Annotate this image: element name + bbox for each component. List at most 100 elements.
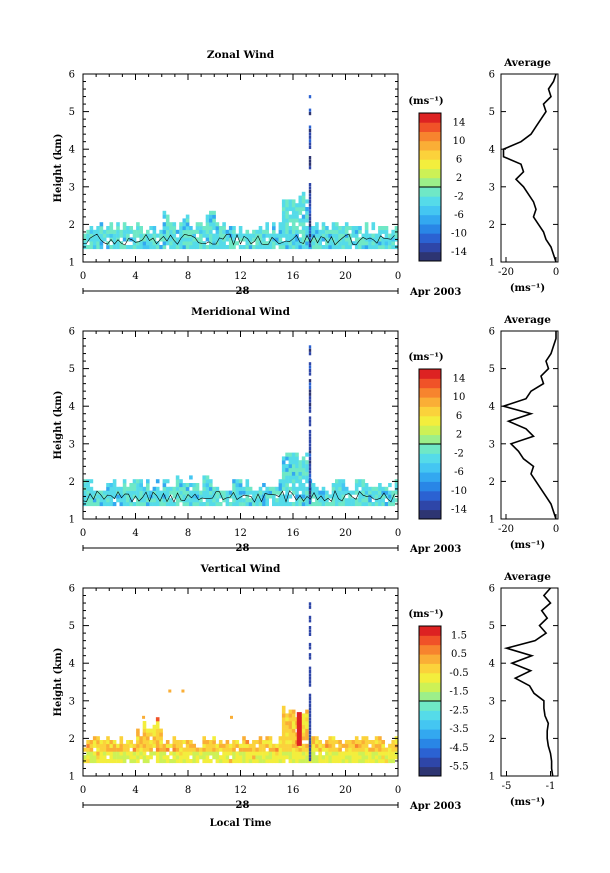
heatmap-cell bbox=[338, 229, 342, 234]
heatmap-cell bbox=[218, 241, 223, 246]
spike-cell bbox=[308, 193, 312, 197]
heatmap-cell bbox=[89, 747, 94, 752]
x-tick-label: 0 bbox=[395, 271, 401, 282]
heatmap-cell bbox=[331, 490, 336, 495]
heatmap-cell bbox=[288, 475, 293, 480]
zero-contour bbox=[82, 489, 395, 503]
heatmap-cell bbox=[275, 502, 279, 507]
heatmap-cell bbox=[182, 226, 187, 231]
heatmap-cell bbox=[321, 755, 326, 760]
heatmap-cell bbox=[205, 743, 210, 748]
heatmap-cell bbox=[371, 486, 376, 491]
heatmap-cell bbox=[374, 245, 379, 250]
heatmap-cell bbox=[325, 233, 329, 238]
spike-cell bbox=[308, 703, 312, 707]
heatmap-cell bbox=[99, 241, 104, 246]
x-tick-label: 0 bbox=[80, 271, 86, 282]
heatmap-cell bbox=[162, 483, 167, 488]
heatmap-cell bbox=[106, 751, 110, 756]
heatmap-cell bbox=[318, 237, 322, 242]
heatmap-cell bbox=[242, 755, 246, 760]
heatmap-cell bbox=[278, 226, 283, 231]
heatmap-cell bbox=[301, 724, 306, 729]
heatmap-cell bbox=[388, 237, 392, 242]
heatmap-cell bbox=[301, 229, 306, 234]
heatmap-cell bbox=[112, 502, 117, 507]
heatmap-cell bbox=[288, 226, 293, 231]
heatmap-cell bbox=[315, 759, 319, 764]
heatmap-cell bbox=[192, 241, 196, 246]
heatmap-cell bbox=[142, 486, 147, 491]
colorbar-swatch bbox=[419, 500, 441, 511]
heatmap-cell bbox=[278, 755, 283, 760]
heatmap-cell bbox=[132, 486, 137, 491]
heatmap-cell bbox=[225, 759, 230, 764]
heatmap-cell bbox=[305, 732, 309, 737]
heatmap-cell bbox=[162, 502, 167, 507]
heatmap-cell bbox=[122, 233, 127, 238]
colorbar-tick-label: -10 bbox=[451, 486, 467, 497]
heatmap-cell bbox=[291, 467, 296, 472]
heatmap-cell bbox=[96, 237, 100, 242]
heatmap-cell bbox=[272, 245, 276, 250]
heatmap-cell bbox=[146, 755, 150, 760]
heatmap-cell bbox=[348, 241, 352, 246]
heatmap-cell bbox=[371, 233, 376, 238]
heatmap-cell bbox=[89, 229, 94, 234]
spike-cell bbox=[308, 730, 312, 735]
heatmap-cell bbox=[298, 241, 303, 246]
heatmap-cell bbox=[235, 479, 240, 484]
heatmap-cell bbox=[248, 490, 253, 495]
heatmap-cell bbox=[258, 743, 263, 748]
heatmap-cell bbox=[311, 743, 316, 748]
heatmap-cell bbox=[328, 755, 332, 760]
spike-cell bbox=[308, 707, 312, 711]
heatmap-cell bbox=[351, 226, 356, 231]
average-frame bbox=[500, 330, 559, 520]
heatmap-cell bbox=[132, 479, 137, 484]
heatmap-cell bbox=[328, 747, 332, 752]
spike-cell bbox=[308, 501, 312, 505]
heatmap-cell bbox=[126, 494, 130, 499]
heatmap-cell bbox=[335, 226, 339, 231]
heatmap-cell bbox=[325, 502, 329, 507]
heatmap-cell bbox=[315, 743, 319, 748]
heatmap-cell bbox=[341, 241, 346, 246]
colorbar-tick-label: 6 bbox=[456, 411, 462, 422]
heatmap-cell bbox=[139, 755, 143, 760]
spike-cell bbox=[308, 348, 312, 352]
heatmap-cell bbox=[354, 736, 359, 741]
average-x-tick-label: -20 bbox=[498, 267, 514, 278]
heatmap-cell bbox=[265, 245, 269, 250]
heatmap-cell bbox=[222, 751, 226, 756]
heatmap-cell bbox=[162, 759, 167, 764]
heatmap-cell bbox=[109, 494, 114, 499]
heatmap-cell bbox=[338, 490, 342, 495]
heatmap-cell bbox=[199, 498, 203, 503]
heatmap-cell bbox=[225, 245, 230, 250]
heatmap-cell bbox=[185, 740, 190, 745]
heatmap-cell bbox=[132, 490, 137, 495]
heatmap-cell bbox=[222, 494, 226, 499]
heatmap-cell bbox=[388, 498, 392, 503]
heatmap-cell bbox=[136, 494, 140, 499]
date-label: Apr 2003 bbox=[409, 801, 461, 812]
heatmap-cell bbox=[278, 502, 283, 507]
heatmap-cell bbox=[139, 233, 143, 238]
spike-cell bbox=[308, 372, 312, 376]
heatmap-cell bbox=[181, 689, 185, 693]
heatmap-cell bbox=[281, 713, 286, 718]
heatmap-cell bbox=[185, 214, 190, 219]
heatmap-cell bbox=[361, 743, 366, 748]
heatmap-cell bbox=[182, 486, 187, 491]
heatmap-cell bbox=[218, 747, 223, 752]
heatmap-cell bbox=[195, 483, 200, 488]
heatmap-cell bbox=[205, 475, 210, 480]
heatmap-cell bbox=[281, 479, 286, 484]
heatmap-cell bbox=[295, 452, 299, 457]
heatmap-cell bbox=[205, 233, 210, 238]
heatmap-cell bbox=[288, 229, 293, 234]
heatmap-cell bbox=[361, 494, 366, 499]
heatmap-cell bbox=[364, 245, 369, 250]
